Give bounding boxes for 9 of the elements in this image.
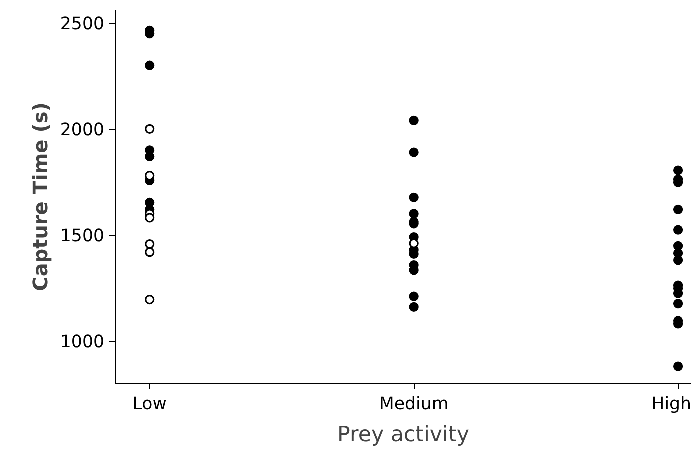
y-tick-label: 1000 <box>60 332 105 353</box>
x-tick-label: High <box>652 394 691 414</box>
x-axis-title: Prey activity <box>338 422 470 448</box>
y-tick-label: 2000 <box>60 120 105 141</box>
y-tick-label: 2500 <box>60 14 105 35</box>
y-axis-title: Capture Time (s) <box>28 102 52 292</box>
x-tick-label: Low <box>132 394 167 414</box>
x-tick-label: Medium <box>379 394 449 414</box>
y-tick-label: 1500 <box>60 226 105 247</box>
